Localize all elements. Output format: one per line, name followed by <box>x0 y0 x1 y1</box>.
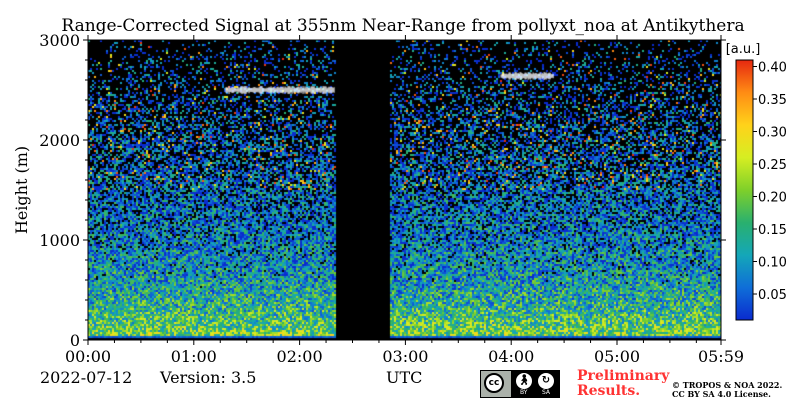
colorbar-tick-label: 0.25 <box>758 158 787 173</box>
preliminary-line-2: Results. <box>577 383 641 399</box>
copyright-line-2: CC BY SA 4.0 License. <box>672 389 771 399</box>
x-tick-label: 04:00 <box>488 347 534 366</box>
person-icon: 🚶︎ <box>516 373 532 389</box>
axes-layer: 00:00 01:00 02:00 03:00 04:00 05:00 05:59 0 1000… <box>12 31 744 366</box>
x-axis-label: UTC <box>386 368 423 387</box>
colorbar-unit-label: [a.u.] <box>726 42 761 57</box>
heatmap-layer <box>88 40 721 340</box>
heatmap-image <box>88 40 721 340</box>
plot-frame <box>87 39 722 341</box>
cc-attribution-panel: 🚶︎ ↻ BY SA <box>511 371 560 397</box>
copyright-line-1: © TROPOS & NOA 2022. <box>672 380 783 390</box>
colorbar-tick-label: 0.15 <box>758 223 787 238</box>
colorbar-tick-label: 0.20 <box>758 191 787 206</box>
preliminary-line-1: Preliminary <box>577 368 670 384</box>
share-alike-icon: ↻ <box>538 373 554 389</box>
preliminary-results-note: Preliminary Results. <box>577 369 669 399</box>
copyright-note: © TROPOS & NOA 2022. CC BY SA 4.0 Licens… <box>672 381 782 399</box>
y-tick-label: 3000 <box>39 31 80 50</box>
chart-title: Range-Corrected Signal at 355nm Near-Ran… <box>61 16 745 36</box>
cc-license-badge-icon: cc 🚶︎ ↻ BY SA <box>480 370 560 398</box>
y-tick-label: 0 <box>70 331 80 350</box>
y-axis-label: Height (m) <box>12 146 31 234</box>
version-label: Version: 3.5 <box>160 368 257 387</box>
y-tick-label: 1000 <box>39 231 80 250</box>
y-tick-label: 2000 <box>39 131 80 150</box>
x-tick-label: 05:59 <box>698 347 744 366</box>
date-label: 2022-07-12 <box>40 368 133 387</box>
colorbar-tick-label: 0.10 <box>758 256 787 271</box>
x-tick-label: 02:00 <box>277 347 323 366</box>
colorbar-tick-label: 0.30 <box>758 126 787 141</box>
x-tick-label: 03:00 <box>382 347 428 366</box>
x-tick-label: 01:00 <box>171 347 217 366</box>
cc-by-label: BY <box>520 389 528 396</box>
colorbar-tick-label: 0.05 <box>758 288 787 303</box>
colorbar-tick-label: 0.35 <box>758 93 787 108</box>
cc-sa-label: SA <box>542 389 551 396</box>
colorbar-tick-label: 0.40 <box>758 61 787 76</box>
colorbar-gradient <box>735 59 754 321</box>
x-tick-label: 00:00 <box>65 347 111 366</box>
x-tick-label: 05:00 <box>594 347 640 366</box>
cc-icon: cc <box>484 373 504 393</box>
